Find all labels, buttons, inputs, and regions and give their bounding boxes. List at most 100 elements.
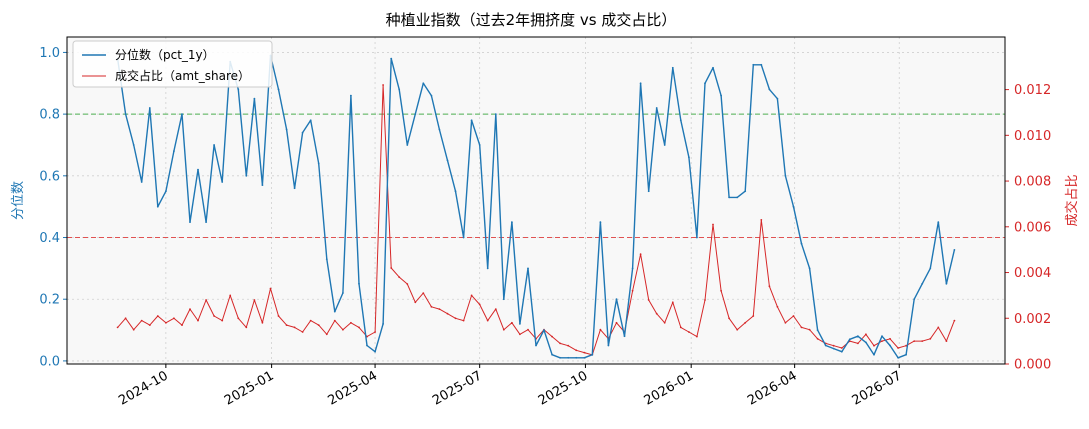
data-point-pct (293, 187, 296, 190)
data-point-amt (945, 340, 948, 342)
data-point-pct (285, 128, 288, 131)
data-point-pct (454, 190, 457, 193)
data-point-amt (881, 340, 883, 342)
data-point-amt (712, 223, 714, 226)
reference-lines (67, 113, 1005, 239)
data-point-amt (832, 344, 835, 347)
y-axis-label-left: 分位数 (11, 181, 26, 220)
data-point-pct (358, 282, 360, 285)
data-point-amt (237, 317, 240, 320)
data-point-amt (494, 308, 497, 310)
data-point-pct (688, 156, 690, 159)
data-point-amt (261, 321, 264, 324)
data-point-pct (679, 119, 682, 122)
data-point-amt (414, 301, 417, 304)
data-point-amt (374, 331, 376, 333)
y-tick-label-right: 0.004 (1014, 266, 1051, 281)
x-tick-label: 2025-10 (536, 368, 591, 408)
data-point-amt (470, 294, 473, 297)
data-point-pct (494, 113, 497, 115)
data-point-amt (422, 292, 425, 294)
data-point-amt (688, 331, 690, 333)
y-tick-label-right: 0.008 (1014, 175, 1051, 190)
x-tick-label: 2025-07 (430, 368, 485, 408)
data-point-amt (502, 328, 505, 331)
y-tick-label-left: 0.8 (39, 108, 60, 123)
data-point-amt (165, 321, 167, 324)
data-point-pct (446, 159, 449, 162)
y-tick-label-right: 0.000 (1014, 358, 1051, 373)
data-point-pct (374, 350, 376, 353)
data-point-amt (816, 337, 819, 340)
y-tick-label-left: 0.2 (39, 293, 60, 308)
data-point-amt (213, 315, 216, 317)
data-point-amt (921, 340, 924, 342)
data-point-amt (639, 253, 642, 256)
data-point-pct (221, 181, 224, 183)
data-point-amt (189, 308, 191, 310)
data-point-pct (398, 88, 401, 91)
data-point-pct (824, 344, 827, 347)
data-point-amt (728, 317, 730, 320)
data-point-pct (173, 150, 175, 153)
data-point-pct (559, 356, 561, 359)
data-point-pct (309, 119, 312, 122)
data-point-amt (760, 219, 763, 221)
legend-box (72, 40, 273, 88)
data-point-pct (776, 97, 779, 100)
data-point-amt (679, 326, 682, 329)
data-point-pct (792, 205, 795, 208)
data-point-amt (905, 344, 907, 347)
data-point-pct (567, 356, 570, 359)
data-point-amt (197, 319, 199, 322)
data-point-amt (784, 321, 787, 324)
data-point-amt (382, 84, 384, 86)
data-point-pct (857, 335, 859, 338)
data-point-pct (213, 144, 216, 146)
data-point-pct (599, 221, 602, 224)
data-point-amt (655, 312, 658, 315)
data-point-amt (253, 299, 256, 301)
data-point-amt (140, 319, 143, 322)
data-point-amt (173, 317, 175, 320)
data-point-pct (366, 344, 368, 347)
data-point-pct (543, 329, 545, 331)
plot-frame (66, 36, 1006, 365)
data-point-pct (277, 88, 280, 91)
data-point-pct (832, 347, 835, 350)
y-tick-label-left: 0.4 (39, 231, 60, 246)
y-tick-label-right: 0.012 (1014, 83, 1051, 98)
data-point-pct (132, 144, 135, 146)
data-point-pct (881, 335, 883, 338)
series-group (116, 54, 956, 359)
data-point-pct (953, 249, 956, 251)
data-point-pct (261, 184, 264, 187)
data-point-pct (808, 267, 811, 270)
data-point-amt (269, 287, 272, 290)
data-point-pct (865, 341, 867, 344)
data-point-amt (293, 326, 296, 329)
data-point-amt (792, 315, 795, 317)
data-point-pct (671, 66, 674, 69)
data-point-pct (237, 88, 240, 91)
data-point-pct (760, 63, 763, 66)
data-point-pct (317, 162, 320, 165)
data-point-amt (229, 294, 232, 297)
data-point-amt (599, 328, 602, 331)
data-point-pct (140, 181, 143, 183)
data-point-pct (816, 329, 819, 331)
data-point-amt (840, 347, 843, 349)
x-tick-label: 2026-04 (745, 368, 800, 408)
data-point-amt (309, 319, 312, 322)
y-tick-label-left: 0.6 (39, 169, 60, 184)
data-point-amt (285, 324, 288, 326)
data-point-amt (736, 328, 739, 331)
data-point-pct (655, 107, 658, 109)
data-point-pct (752, 63, 755, 66)
data-point-pct (623, 335, 626, 338)
data-point-amt (865, 333, 867, 336)
y-tick-label-left: 1.0 (39, 46, 60, 61)
data-point-amt (116, 326, 119, 329)
data-point-amt (776, 305, 779, 308)
data-point-pct (663, 144, 666, 146)
